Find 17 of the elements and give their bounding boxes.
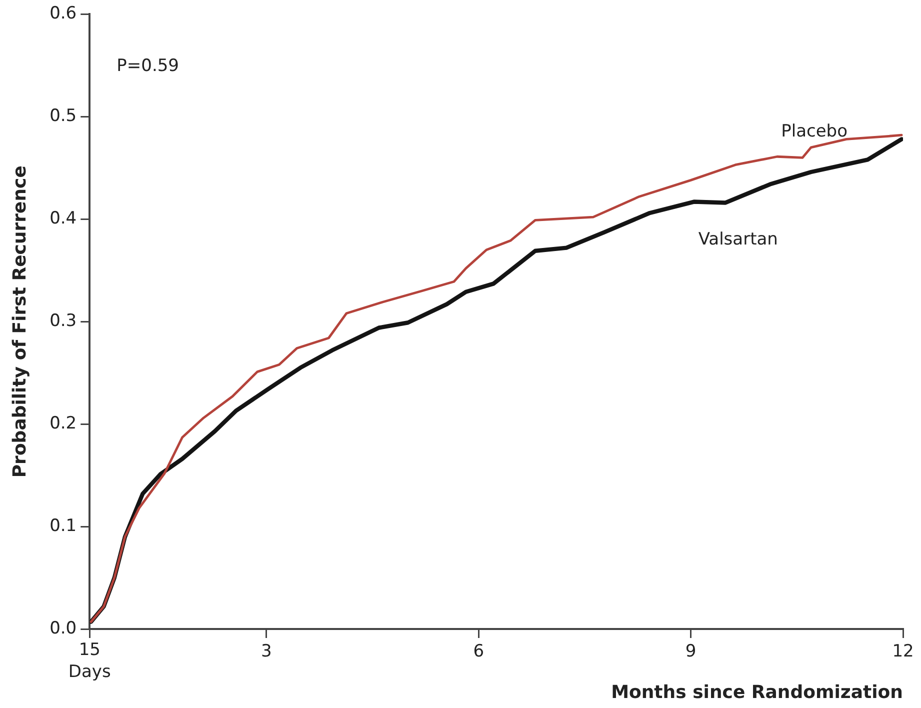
y-tick-label: 0.4 (50, 208, 77, 229)
series-label: Placebo (781, 122, 848, 142)
y-axis-title: Probability of First Recurrence (9, 166, 30, 478)
x-axis-title: Months since Randomization (611, 682, 903, 703)
annotation: P=0.59 (116, 56, 179, 76)
series-label: Valsartan (698, 230, 778, 250)
y-tick-label: 0.1 (50, 516, 77, 536)
y-tick-label: 0.6 (50, 4, 77, 24)
x-tick-label: 3 (261, 642, 272, 662)
y-tick-label: 0.2 (50, 413, 77, 434)
y-tick-label: 0.0 (50, 618, 77, 638)
x-tick-label: 12 (892, 642, 914, 662)
y-tick-label: 0.3 (50, 311, 77, 332)
text: 15 Days (68, 640, 111, 682)
y-tick-label: 0.5 (50, 106, 77, 126)
x-tick-label: 9 (685, 642, 696, 662)
x-tick-label: 6 (473, 642, 484, 662)
